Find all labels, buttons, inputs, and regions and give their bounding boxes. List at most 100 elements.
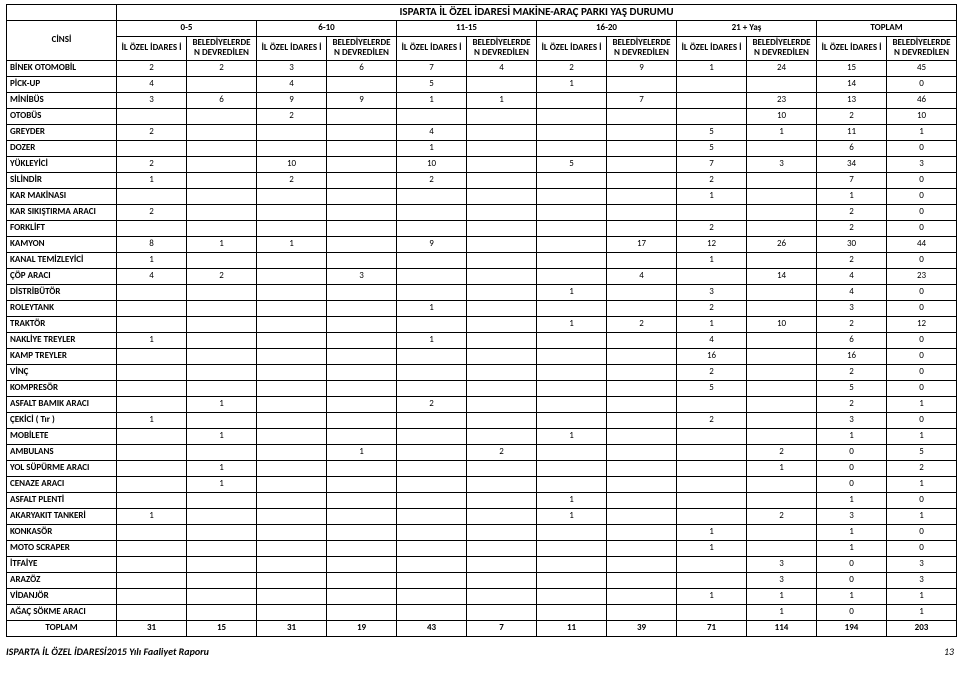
cell: 2 [607, 316, 677, 332]
cell [117, 524, 187, 540]
cell: 2 [257, 108, 327, 124]
row-label: FORKLİFT [7, 220, 117, 236]
cell: 1 [677, 540, 747, 556]
cell: 4 [817, 268, 887, 284]
cell: 3 [677, 284, 747, 300]
total-cell: 31 [117, 620, 187, 636]
cell: 9 [397, 236, 467, 252]
cell [397, 588, 467, 604]
cell [607, 284, 677, 300]
cell [187, 364, 257, 380]
cell [747, 204, 817, 220]
cell: 14 [817, 76, 887, 92]
cell [257, 332, 327, 348]
cell [187, 380, 257, 396]
cell [327, 460, 397, 476]
total-cell: 71 [677, 620, 747, 636]
cell [117, 556, 187, 572]
cell: 1 [117, 172, 187, 188]
table-row: CENAZE ARACI101 [7, 476, 957, 492]
cell [677, 572, 747, 588]
cell [607, 348, 677, 364]
blank-top-left [7, 5, 117, 21]
cell [537, 140, 607, 156]
cell: 0 [887, 364, 957, 380]
cell [467, 236, 537, 252]
cell: 0 [887, 412, 957, 428]
cell [747, 476, 817, 492]
cell [187, 332, 257, 348]
cell: 2 [677, 300, 747, 316]
table-row: ASFALT BAMIK ARACI1221 [7, 396, 957, 412]
table-row: İTFAİYE303 [7, 556, 957, 572]
cell: 1 [467, 92, 537, 108]
cell: 1 [747, 588, 817, 604]
cell [467, 492, 537, 508]
cell [187, 508, 257, 524]
row-label: OTOBÜS [7, 108, 117, 124]
table-row: SİLİNDİR122270 [7, 172, 957, 188]
cell [117, 604, 187, 620]
cell [607, 220, 677, 236]
cell [327, 156, 397, 172]
cell: 0 [887, 332, 957, 348]
cell: 1 [117, 252, 187, 268]
cell [537, 444, 607, 460]
cell [327, 412, 397, 428]
age-11-15: 11-15 [397, 21, 537, 37]
cell [327, 316, 397, 332]
cell [537, 268, 607, 284]
sub-a: İL ÖZEL İDARES İ [397, 37, 467, 61]
cell: 3 [117, 92, 187, 108]
total-cell: 39 [607, 620, 677, 636]
cell: 2 [537, 60, 607, 76]
cell [117, 396, 187, 412]
cell [467, 220, 537, 236]
cell [327, 476, 397, 492]
cell [677, 428, 747, 444]
cell [257, 492, 327, 508]
cell [257, 300, 327, 316]
cell [467, 252, 537, 268]
total-cell: 11 [537, 620, 607, 636]
table-row: MOBİLETE1111 [7, 428, 957, 444]
cell: 10 [257, 156, 327, 172]
cell [537, 588, 607, 604]
total-cell: 43 [397, 620, 467, 636]
cell [327, 284, 397, 300]
cell [467, 76, 537, 92]
table-row: FORKLİFT220 [7, 220, 957, 236]
cell [607, 188, 677, 204]
cell: 0 [887, 140, 957, 156]
cell: 5 [677, 124, 747, 140]
cell: 7 [817, 172, 887, 188]
cell: 0 [817, 572, 887, 588]
cell [187, 220, 257, 236]
cell: 0 [887, 524, 957, 540]
vehicle-age-table: ISPARTA İL ÖZEL İDARESİ MAKİNE-ARAÇ PARK… [6, 4, 957, 637]
cell: 1 [187, 460, 257, 476]
table-row: KANAL TEMİZLEYİCİ1120 [7, 252, 957, 268]
cell [327, 236, 397, 252]
cell [117, 572, 187, 588]
cell [747, 300, 817, 316]
cell: 1 [887, 124, 957, 140]
cell: 3 [817, 300, 887, 316]
cell [397, 108, 467, 124]
cell: 5 [887, 444, 957, 460]
cell [677, 508, 747, 524]
cell: 2 [117, 60, 187, 76]
cell [257, 428, 327, 444]
total-cell: 7 [467, 620, 537, 636]
cell: 3 [887, 572, 957, 588]
cell [257, 284, 327, 300]
cell [607, 540, 677, 556]
sub-b: BELEDİYELERDE N DEVREDİLEN [187, 37, 257, 61]
cell: 5 [677, 140, 747, 156]
cell [467, 172, 537, 188]
cell [327, 124, 397, 140]
cell: 2 [817, 316, 887, 332]
sub-a: İL ÖZEL İDARES İ [677, 37, 747, 61]
cell: 14 [747, 268, 817, 284]
cell: 5 [537, 156, 607, 172]
